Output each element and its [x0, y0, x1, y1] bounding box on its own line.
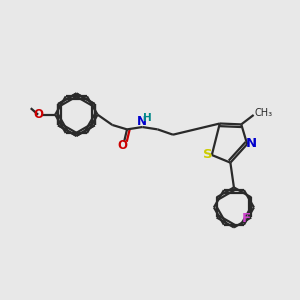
Text: H: H: [143, 113, 152, 123]
Text: S: S: [203, 148, 212, 161]
Text: O: O: [33, 108, 43, 121]
Text: N: N: [246, 137, 257, 150]
Text: O: O: [118, 140, 128, 152]
Text: N: N: [137, 115, 147, 128]
Text: CH₃: CH₃: [255, 108, 273, 118]
Text: F: F: [242, 212, 251, 224]
